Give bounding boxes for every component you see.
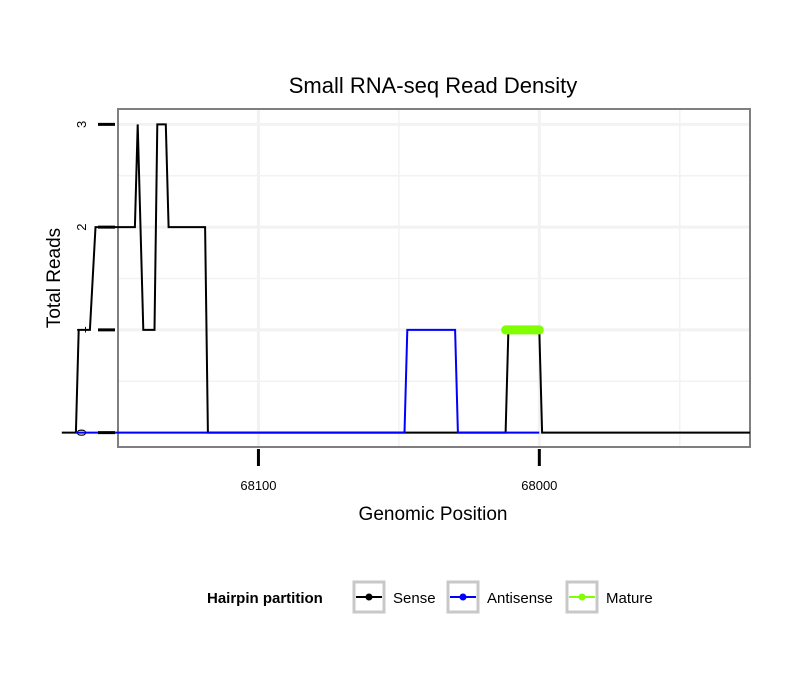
x-axis-ticks: 68100 68000	[240, 449, 557, 493]
chart-title: Small RNA-seq Read Density	[289, 73, 578, 98]
legend: Hairpin partition Sense Antisense Mature	[207, 580, 653, 614]
y-axis-title: Total Reads	[44, 228, 65, 328]
legend-title: Hairpin partition	[207, 590, 323, 607]
y-tick-label: 0	[74, 429, 89, 436]
legend-item-antisense: Antisense	[446, 580, 553, 614]
legend-key-point	[459, 593, 467, 601]
y-axis-ticks: 0 1 2 3	[74, 121, 115, 436]
x-tick-label: 68100	[240, 478, 276, 493]
legend-key-point	[365, 593, 373, 601]
legend-label: Antisense	[487, 590, 553, 607]
legend-label: Sense	[393, 590, 436, 607]
x-axis-title: Genomic Position	[359, 504, 508, 525]
legend-item-sense: Sense	[352, 580, 436, 614]
y-tick-label: 2	[74, 224, 89, 231]
y-tick-label: 1	[74, 326, 89, 333]
y-tick-label: 3	[74, 121, 89, 128]
x-tick-label: 68000	[521, 478, 557, 493]
legend-label: Mature	[606, 590, 653, 607]
legend-key-point	[578, 593, 586, 601]
legend-item-mature: Mature	[565, 580, 653, 614]
data-series	[61, 123, 750, 434]
series-line-antisense	[75, 328, 540, 434]
